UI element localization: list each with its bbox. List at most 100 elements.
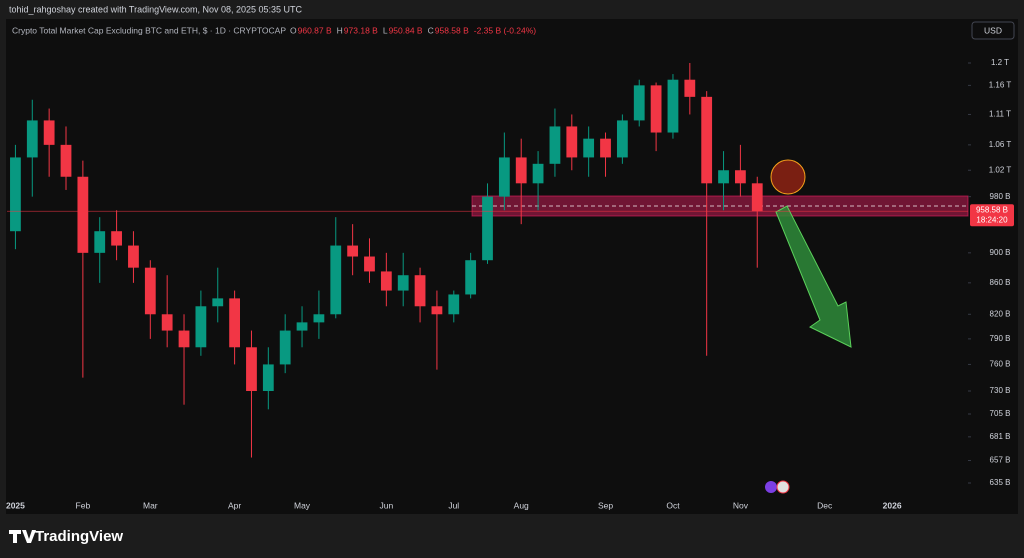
author: tohid_rahgoshay created with TradingView… <box>9 4 303 14</box>
candle-body <box>10 157 21 232</box>
candle-body <box>144 267 156 315</box>
chart-title: Crypto Total Market Cap Excluding BTC an… <box>12 25 286 35</box>
y-tick-label: 1.16 T <box>989 80 1012 89</box>
candle-body <box>43 120 55 145</box>
candle-body <box>650 85 662 133</box>
candle-body <box>701 96 713 184</box>
countdown: 18:24:20 <box>976 215 1008 224</box>
ohlc-key: O <box>290 25 297 35</box>
ohlc-value: 950.84 B <box>389 25 423 35</box>
y-tick-label: 1.2 T <box>991 58 1009 67</box>
y-tick-label: 1.06 T <box>989 140 1012 149</box>
plot-background <box>6 19 1018 514</box>
y-tick-label: 730 B <box>990 386 1011 395</box>
candle-body <box>532 163 544 184</box>
y-tick-label: 900 B <box>990 248 1011 257</box>
brand-logo <box>9 530 36 543</box>
candle-body <box>380 271 392 291</box>
candle-body <box>26 120 38 158</box>
candle-body <box>482 196 493 261</box>
currency[interactable]: USD <box>984 25 1002 35</box>
candle-body <box>498 157 510 197</box>
ohlc-header: O 960.87 B H 973.18 B L 950.84 B C 958.58 B -2.3… <box>290 25 536 35</box>
ohlc-value: 960.87 B <box>298 25 332 35</box>
candle-body <box>549 126 561 164</box>
candle-body <box>347 245 359 257</box>
y-tick-label: 1.11 T <box>989 110 1011 119</box>
x-tick-label: Jul <box>448 500 459 510</box>
ohlc-key: C <box>428 25 434 35</box>
last-price-label: 958.58 B <box>976 205 1008 214</box>
candle-body <box>296 322 308 331</box>
y-tick-label: 980 B <box>990 192 1011 201</box>
y-tick-label: 760 B <box>990 360 1011 369</box>
x-tick-label: 2025 <box>6 500 25 510</box>
candle-body <box>414 275 426 307</box>
candle-body <box>60 144 72 177</box>
candle-body <box>212 298 224 307</box>
candle-body <box>684 79 696 97</box>
ohlc-key: H <box>337 25 343 35</box>
candle-body <box>583 138 595 158</box>
arrow <box>775 205 852 348</box>
ohlc-value: 958.58 B <box>435 25 469 35</box>
candle-body <box>262 364 274 391</box>
x-tick-label: Feb <box>76 500 91 510</box>
x-tick-label: May <box>294 500 311 510</box>
y-tick-label: 860 B <box>990 278 1011 287</box>
candle-body <box>448 294 460 315</box>
marker-circle <box>770 159 806 195</box>
x-tick-label: Aug <box>514 500 529 510</box>
x-tick-label: Oct <box>666 500 680 510</box>
candle-body <box>566 126 578 158</box>
x-tick-label: Dec <box>817 500 833 510</box>
candle-body <box>161 314 173 331</box>
candle-body <box>600 138 611 158</box>
event-icon-us <box>776 480 790 494</box>
candle-body <box>718 170 729 184</box>
y-tick-label: 1.02 T <box>989 165 1012 174</box>
candle-body <box>313 314 325 323</box>
ohlc-value: 973.18 B <box>344 25 378 35</box>
last-price-box <box>970 204 1014 227</box>
x-tick-label: Jun <box>379 500 393 510</box>
y-tick-label: 635 B <box>990 478 1011 487</box>
candle-body <box>515 157 527 184</box>
x-tick-label: Nov <box>733 500 749 510</box>
y-tick-label: 790 B <box>990 334 1011 343</box>
event-icon <box>765 481 777 493</box>
candle-body <box>279 330 291 365</box>
candle-body <box>229 298 241 348</box>
candle-body <box>111 231 122 246</box>
candle-body <box>751 183 763 212</box>
candle-body <box>330 245 342 315</box>
y-tick-label: 681 B <box>990 432 1011 441</box>
candle-body <box>178 330 190 348</box>
change: -2.35 B (-0.24%) <box>474 25 537 35</box>
y-tick-label: 705 B <box>990 409 1011 418</box>
x-tick-label: 2026 <box>883 500 902 510</box>
candle-body <box>734 170 746 184</box>
x-tick-label: Apr <box>228 500 241 510</box>
y-tick-label: 820 B <box>990 309 1011 318</box>
candle-body <box>397 275 409 291</box>
candle-body <box>128 245 139 268</box>
x-tick-label: Sep <box>598 500 613 510</box>
candle-body <box>633 85 645 121</box>
candle-body <box>616 120 628 158</box>
candle-body <box>94 231 106 253</box>
candle-body <box>364 256 375 272</box>
candles <box>10 63 763 458</box>
brand: TradingView <box>35 528 123 545</box>
candle-body <box>77 176 89 253</box>
candle-body <box>465 260 477 295</box>
candle-body <box>431 306 443 315</box>
currency-button[interactable] <box>971 21 1015 40</box>
ohlc-key: L <box>383 25 388 35</box>
candle-body <box>195 306 207 348</box>
candle-body <box>246 347 257 391</box>
candle-body <box>667 79 679 133</box>
y-tick-label: 657 B <box>990 456 1011 465</box>
